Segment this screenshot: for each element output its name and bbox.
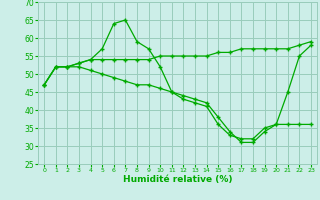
X-axis label: Humidité relative (%): Humidité relative (%) <box>123 175 232 184</box>
